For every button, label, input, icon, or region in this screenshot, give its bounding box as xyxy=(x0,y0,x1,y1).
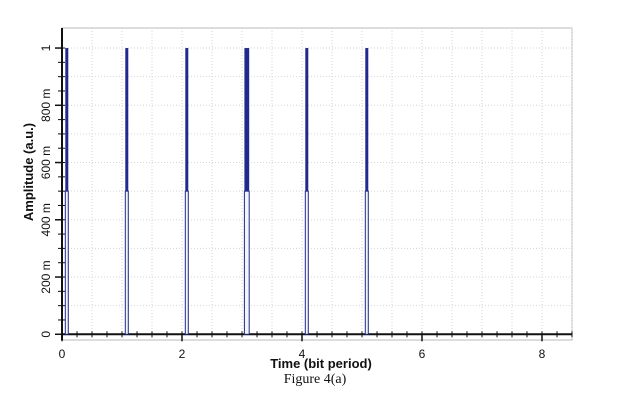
y-tick-label: 200 m xyxy=(39,260,53,293)
ticks: 0 200 m 400 m 600 m 800 m 1 0 2 4 6 8 xyxy=(39,44,573,361)
y-tick-label: 400 m xyxy=(39,203,53,236)
pulse-upper xyxy=(185,48,189,192)
pulse-upper xyxy=(125,48,129,192)
pulse-upper xyxy=(65,48,69,192)
pulse-lower xyxy=(304,190,309,335)
plot-area xyxy=(61,27,573,341)
pulse-upper xyxy=(244,48,250,192)
pulse-lower xyxy=(243,190,250,335)
pulse-lower xyxy=(184,190,189,335)
x-tick-label: 4 xyxy=(299,347,306,361)
pulse-upper xyxy=(305,48,309,192)
figure-caption: Figure 4(a) xyxy=(283,372,347,387)
pulse-upper xyxy=(365,48,369,192)
y-tick-label: 800 m xyxy=(39,89,53,122)
x-tick-label: 6 xyxy=(419,347,426,361)
y-axis-title: Amplitude (a.u.) xyxy=(21,123,36,221)
pulse-lower xyxy=(124,190,129,335)
x-axis-title: Time (bit period) xyxy=(270,356,372,371)
x-tick-label: 8 xyxy=(539,347,546,361)
y-tick-label: 600 m xyxy=(39,146,53,179)
series xyxy=(64,48,369,335)
x-tick-label: 2 xyxy=(179,347,186,361)
x-tick-label: 0 xyxy=(59,347,66,361)
pulse-lower xyxy=(64,190,69,335)
y-tick-label: 1 xyxy=(39,44,53,51)
pulse-lower xyxy=(364,190,369,335)
y-tick-label: 0 xyxy=(39,331,53,338)
